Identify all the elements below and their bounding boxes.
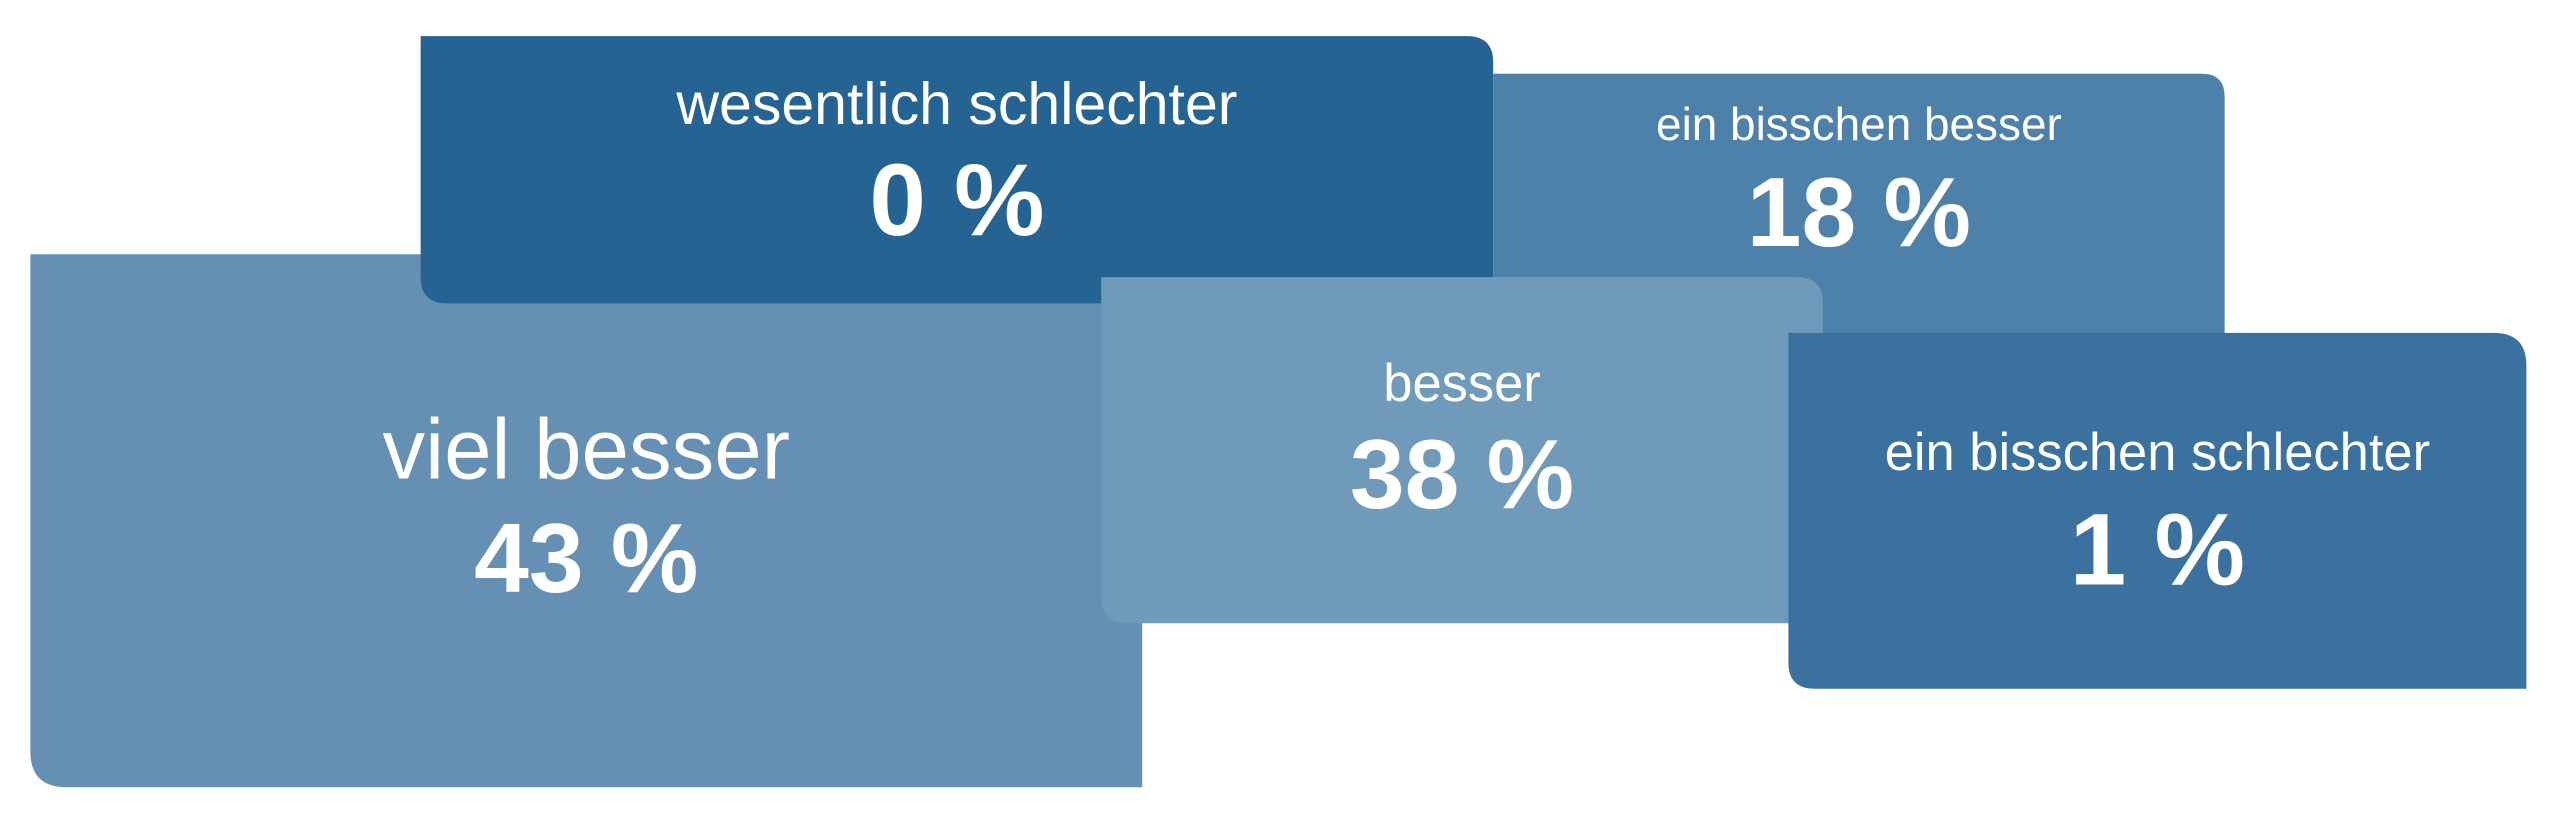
box-value: 1 % [2070, 492, 2245, 606]
box-value: 43 % [474, 503, 698, 613]
result-box [1101, 277, 1823, 624]
box-label: ein bisschen besser [1656, 98, 2062, 150]
result-box [30, 254, 1143, 788]
box-label: viel besser [382, 402, 790, 497]
box-label: wesentlich schlechter [675, 71, 1237, 137]
box-value: 18 % [1747, 157, 1971, 267]
result-box [420, 36, 1494, 304]
box-label: ein bisschen schlechter [1885, 423, 2430, 482]
result-box [1493, 73, 2225, 337]
box-value: 38 % [1350, 419, 1574, 529]
result-box [1788, 332, 2527, 689]
box-value: 0 % [869, 143, 1044, 257]
box-label: besser [1383, 354, 1540, 413]
